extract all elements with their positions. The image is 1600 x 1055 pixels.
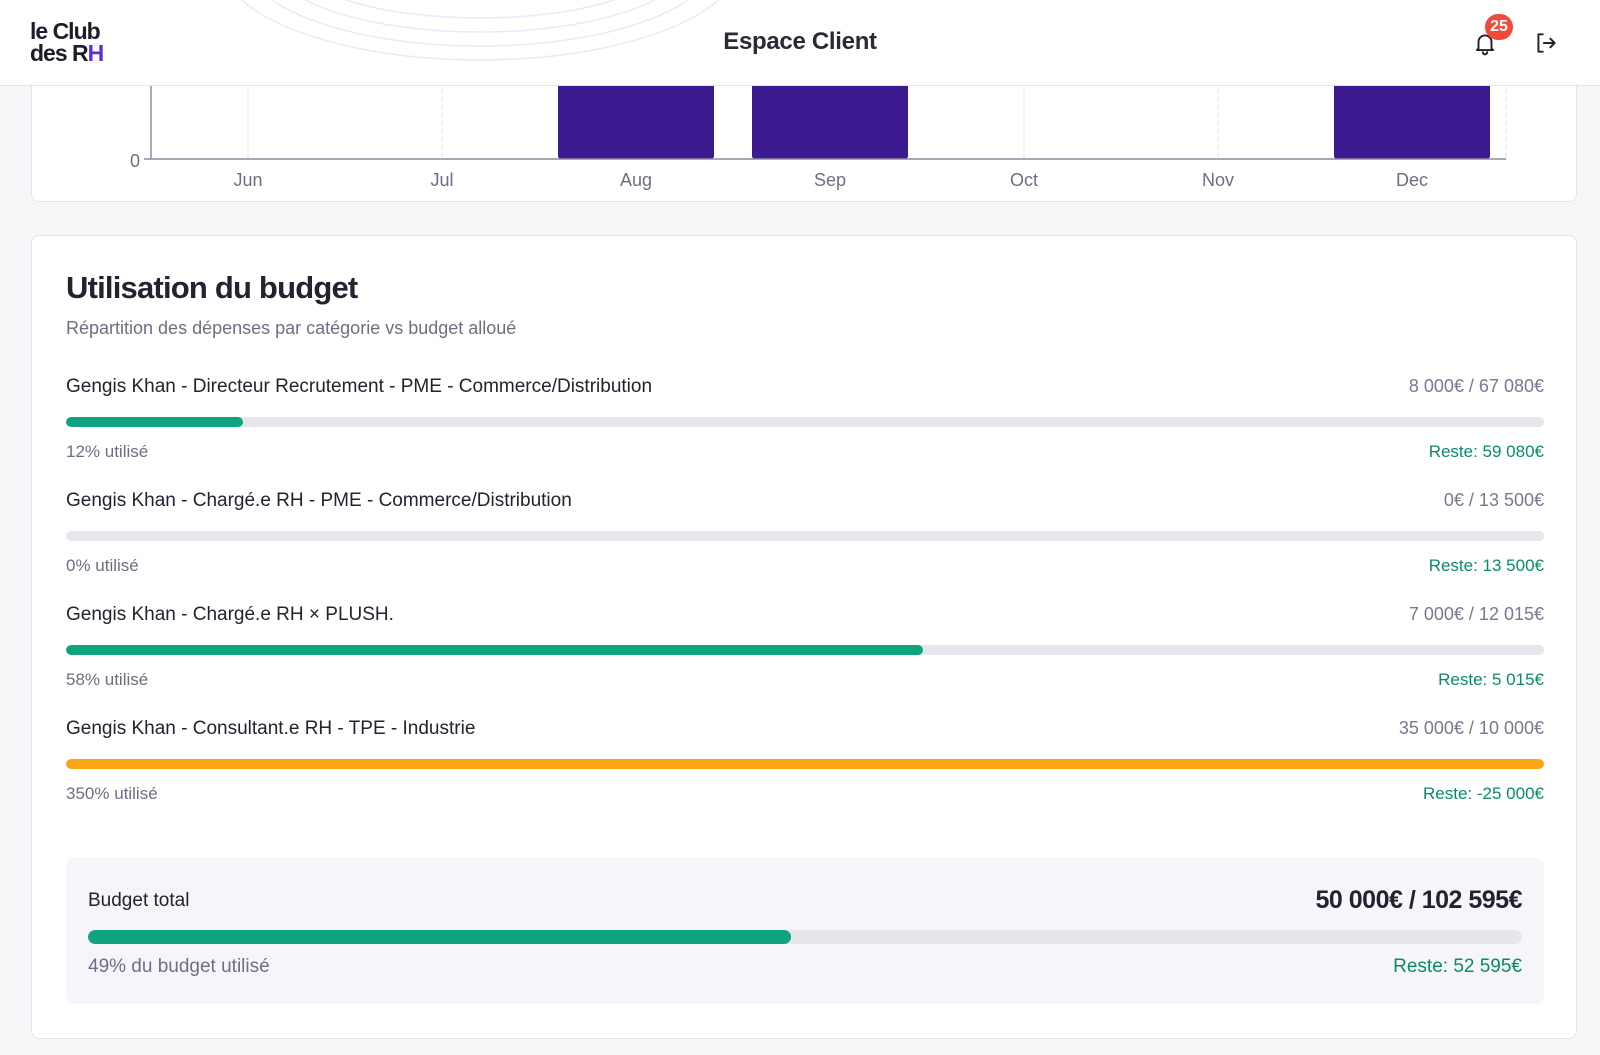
budget-progress-track	[66, 531, 1544, 541]
budget-progress-fill	[66, 645, 924, 655]
budget-progress-track	[66, 645, 1544, 655]
budget-row-percent: 58% utilisé	[66, 670, 149, 689]
budget-row-amount: 0€ / 13 500€	[1443, 490, 1544, 510]
x-tick-label-dec: Dec	[1396, 170, 1428, 190]
bar-dec[interactable]	[1334, 81, 1490, 159]
budget-row-percent: 12% utilisé	[66, 442, 149, 461]
budget-row-name: Gengis Khan - Directeur Recrutement - PM…	[66, 376, 653, 397]
budget-total-progress-track	[88, 930, 1522, 944]
budget-total-remaining: Reste: 52 595€	[1393, 956, 1522, 977]
budget-progress-fill	[66, 417, 244, 427]
budget-row: Gengis Khan - Directeur Recrutement - PM…	[66, 376, 1544, 476]
bar-sep[interactable]	[752, 81, 908, 159]
budget-row-remaining: Reste: 59 080€	[1428, 442, 1544, 461]
budget-row-percent: 0% utilisé	[66, 556, 139, 575]
budget-progress-fill	[66, 759, 1544, 769]
notification-badge[interactable]: 25	[1485, 14, 1513, 40]
budget-total-amount: 50 000€ / 102 595€	[1315, 886, 1523, 914]
budget-row-name: Gengis Khan - Chargé.e RH - PME - Commer…	[66, 490, 572, 511]
budget-row-percent: 350% utilisé	[66, 784, 158, 803]
budget-total-progress-fill	[88, 930, 791, 944]
budget-total-box: Budget total 50 000€ / 102 595€ 49% du b…	[66, 858, 1544, 1004]
header-decoration-arcs	[240, 0, 720, 61]
logo-line-2-accent: H	[87, 40, 105, 66]
page-title: Espace Client	[723, 28, 877, 55]
budget-row-name: Gengis Khan - Consultant.e RH - TPE - In…	[66, 718, 476, 739]
x-tick-label-oct: Oct	[1010, 170, 1038, 190]
budget-row-name: Gengis Khan - Chargé.e RH × PLUSH.	[66, 604, 394, 625]
x-tick-label-sep: Sep	[814, 170, 846, 190]
logo-line-2-text: des R	[30, 40, 89, 66]
x-tick-label-aug: Aug	[620, 170, 652, 190]
logo-line-2: des RH	[30, 40, 105, 66]
budget-row: Gengis Khan - Chargé.e RH × PLUSH. 7 000…	[66, 604, 1544, 704]
budget-usage-card: Utilisation du budget Répartition des dé…	[31, 235, 1577, 1039]
club-des-rh-logo[interactable]: le Club des RH	[30, 18, 105, 66]
budget-progress-track	[66, 417, 1544, 427]
logout-icon[interactable]	[1533, 30, 1559, 56]
budget-row-remaining: Reste: 5 015€	[1438, 670, 1544, 689]
budget-row-amount: 7 000€ / 12 015€	[1408, 604, 1544, 624]
x-tick-label-nov: Nov	[1202, 170, 1234, 190]
logo-line-1: le Club	[30, 18, 101, 44]
monthly-bar-chart: 0 Jun Jul Aug Sep Oct Nov Dec	[130, 81, 1507, 190]
budget-row-amount: 8 000€ / 67 080€	[1408, 376, 1544, 396]
budget-total-percent: 49% du budget utilisé	[88, 956, 270, 977]
budget-total-label: Budget total	[88, 890, 190, 911]
budget-subtitle: Répartition des dépenses par catégorie v…	[66, 318, 517, 338]
x-tick-label-jul: Jul	[430, 170, 453, 190]
x-tick-label-jun: Jun	[233, 170, 262, 190]
top-header: le Club des RH Espace Client 25	[0, 0, 1600, 86]
bar-aug[interactable]	[558, 81, 714, 159]
budget-row: Gengis Khan - Consultant.e RH - TPE - In…	[66, 718, 1544, 818]
budget-row-remaining: Reste: 13 500€	[1428, 556, 1544, 575]
budget-title: Utilisation du budget	[66, 270, 358, 305]
budget-progress-track	[66, 759, 1544, 769]
budget-row-remaining: Reste: -25 000€	[1423, 784, 1544, 803]
budget-row: Gengis Khan - Chargé.e RH - PME - Commer…	[66, 490, 1544, 590]
y-tick-label-0: 0	[130, 151, 140, 171]
budget-row-amount: 35 000€ / 10 000€	[1398, 718, 1544, 738]
